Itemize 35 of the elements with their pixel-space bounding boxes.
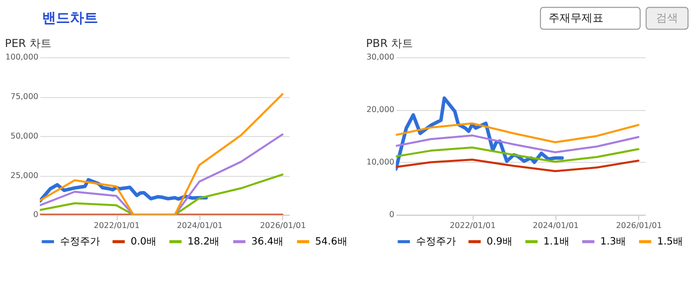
legend-label: 1.3배 [600, 236, 626, 248]
legend-label: 36.4배 [251, 236, 284, 248]
y-tick-label: 20,000 [366, 105, 394, 114]
legend-label: 0.0배 [130, 236, 156, 248]
legend-label: 0.9배 [486, 236, 512, 248]
y-tick-label: 50,000 [10, 131, 38, 140]
x-tick-label: 2026/01/01 [260, 221, 306, 230]
y-tick-label: 0 [33, 210, 38, 220]
y-tick-label: 100,000 [5, 52, 38, 62]
x-tick-label: 2026/01/01 [616, 221, 662, 230]
text: 밴드차트 [42, 10, 98, 26]
legend-label: 수정주가 [416, 236, 456, 248]
y-tick-label: 0 [389, 210, 394, 220]
legend-label: 1.5배 [657, 236, 683, 248]
line-series [396, 146, 640, 163]
legend-label: 1.1배 [543, 236, 570, 248]
legend-label: 18.2배 [187, 236, 220, 248]
text: 주재무제표 [548, 11, 604, 24]
x-tick-label: 2022/01/01 [450, 221, 496, 230]
legend-label: 수정주가 [60, 236, 100, 248]
y-tick-label: 10,000 [366, 158, 394, 167]
chart-title: PER 차트 [4, 37, 52, 50]
chart-title: PBR 차트 [366, 37, 414, 50]
y-tick-label: 30,000 [366, 52, 394, 62]
y-tick-label: 25,000 [10, 170, 38, 180]
y-tick-label: 75,000 [10, 92, 38, 102]
line-series [40, 93, 284, 215]
line-series [396, 122, 640, 144]
x-tick-label: 2024/01/01 [176, 221, 223, 230]
legend-label: 54.6배 [315, 236, 348, 248]
line-series [396, 158, 640, 172]
line-series [396, 134, 640, 154]
x-tick-label: 2022/01/01 [94, 221, 140, 230]
x-tick-label: 2024/01/01 [532, 221, 579, 230]
text: 검색 [656, 11, 678, 24]
